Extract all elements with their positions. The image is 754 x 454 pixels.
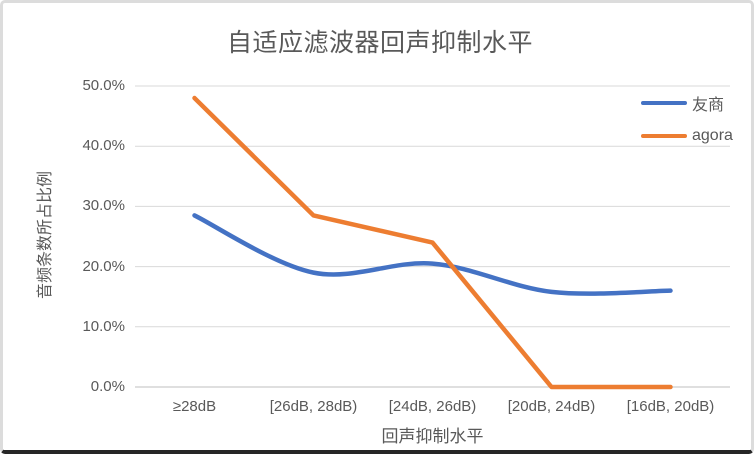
series-line-agora bbox=[192, 95, 673, 390]
x-tick-label: [24dB, 26dB) bbox=[388, 398, 477, 415]
series-line-友商 bbox=[192, 213, 673, 296]
y-tick-label: 20.0% bbox=[82, 257, 125, 275]
legend-item-agora: agora bbox=[641, 126, 733, 146]
legend: 友商 agora bbox=[641, 93, 733, 159]
legend-label: agora bbox=[692, 127, 733, 144]
legend-line-swatch-orange bbox=[641, 133, 687, 139]
x-axis-title: 回声抑制水平 bbox=[381, 427, 484, 446]
x-tick-label: [26dB, 28dB) bbox=[269, 398, 358, 415]
y-tick-label: 10.0% bbox=[82, 317, 125, 335]
y-tick-label: 40.0% bbox=[82, 137, 125, 155]
legend-line-swatch-blue bbox=[641, 100, 687, 106]
y-tick-label: 50.0% bbox=[82, 77, 125, 94]
chart-title: 自适应滤波器回声抑制水平 bbox=[226, 29, 533, 57]
x-tick-label: [20dB, 24dB) bbox=[507, 398, 596, 415]
legend-item-youshang: 友商 bbox=[641, 93, 733, 114]
legend-label: 友商 bbox=[692, 97, 725, 114]
x-tick-label: ≥28dB bbox=[172, 398, 217, 415]
x-tick-label: [16dB, 20dB) bbox=[626, 398, 715, 415]
y-tick-label: 30.0% bbox=[82, 197, 125, 215]
line-chart-plot-area bbox=[135, 85, 730, 390]
y-tick-label: 0.0% bbox=[90, 378, 125, 395]
y-axis-title: 音频条数所占比例 bbox=[37, 170, 54, 300]
